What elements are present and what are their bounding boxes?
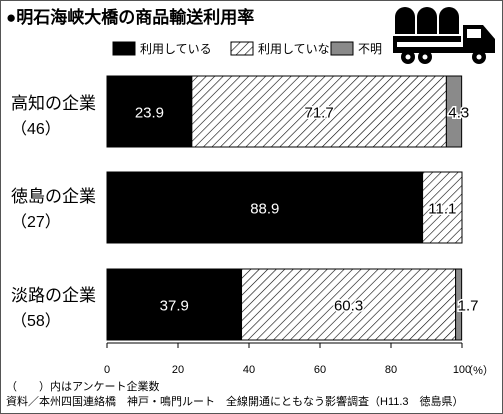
category-count-awaji: （58）	[11, 312, 61, 330]
category-count-kochi: （46）	[11, 120, 61, 138]
bar-tokushima-not-used	[422, 171, 463, 244]
source-note: 資料／本州四国連絡橋 神戸・鳴門ルート 全線開通にともなう影響調査（H11.3 …	[6, 394, 464, 408]
data-label-awaji-unknown: 1.7	[458, 298, 479, 315]
bar-kochi-unknown	[445, 75, 463, 148]
bar-awaji-unknown	[455, 268, 463, 341]
bar-kochi-not-used	[191, 75, 447, 148]
legend: 利用している 利用していない 不明	[112, 41, 382, 56]
legend-label-unknown: 不明	[358, 42, 382, 56]
legend-label-used: 利用している	[140, 42, 212, 56]
category-label-kochi: 高知の企業	[11, 94, 96, 113]
x-tick-label-60: 60	[314, 364, 326, 376]
x-tick-label-40: 40	[243, 364, 255, 376]
x-tick-label-100: 100	[453, 364, 471, 376]
category-label-awaji: 淡路の企業	[11, 286, 96, 305]
bar-kochi-used	[106, 75, 193, 148]
data-label-kochi-used: 23.9	[135, 105, 164, 122]
category-label-tokushima: 徳島の企業	[11, 187, 96, 206]
bars-group: 23.9 71.7 4.3 88.9 11.1 37.9 60.3 1.7	[106, 75, 480, 341]
legend-swatch-unknown	[330, 41, 354, 56]
legend-swatch-not-used	[230, 41, 254, 56]
count-note: （ ）内はアンケート企業数	[6, 379, 160, 393]
x-tick-label-20: 20	[172, 364, 184, 376]
data-label-awaji-used: 37.9	[160, 298, 189, 315]
x-tick-label-80: 80	[385, 364, 397, 376]
data-label-tokushima-used: 88.9	[250, 201, 279, 218]
legend-label-not-used: 利用していない	[258, 42, 342, 56]
chart-title: ●明石海峡大橋の商品輸送利用率	[6, 7, 254, 27]
x-axis-unit: （%）	[462, 364, 494, 377]
x-axis: 0 20 40 60 80 100	[104, 342, 471, 376]
bar-awaji-used	[106, 268, 243, 341]
x-tick-label-0: 0	[104, 364, 110, 376]
truck-icon	[393, 7, 495, 64]
legend-swatch-used	[112, 41, 136, 56]
data-label-kochi-not-used: 71.7	[305, 105, 334, 122]
data-label-kochi-unknown: 4.3	[448, 105, 469, 122]
category-count-tokushima: （27）	[11, 213, 61, 231]
bar-tokushima-used	[106, 171, 424, 244]
data-label-awaji-not-used: 60.3	[334, 298, 363, 315]
data-label-tokushima-not-used: 11.1	[428, 201, 456, 218]
